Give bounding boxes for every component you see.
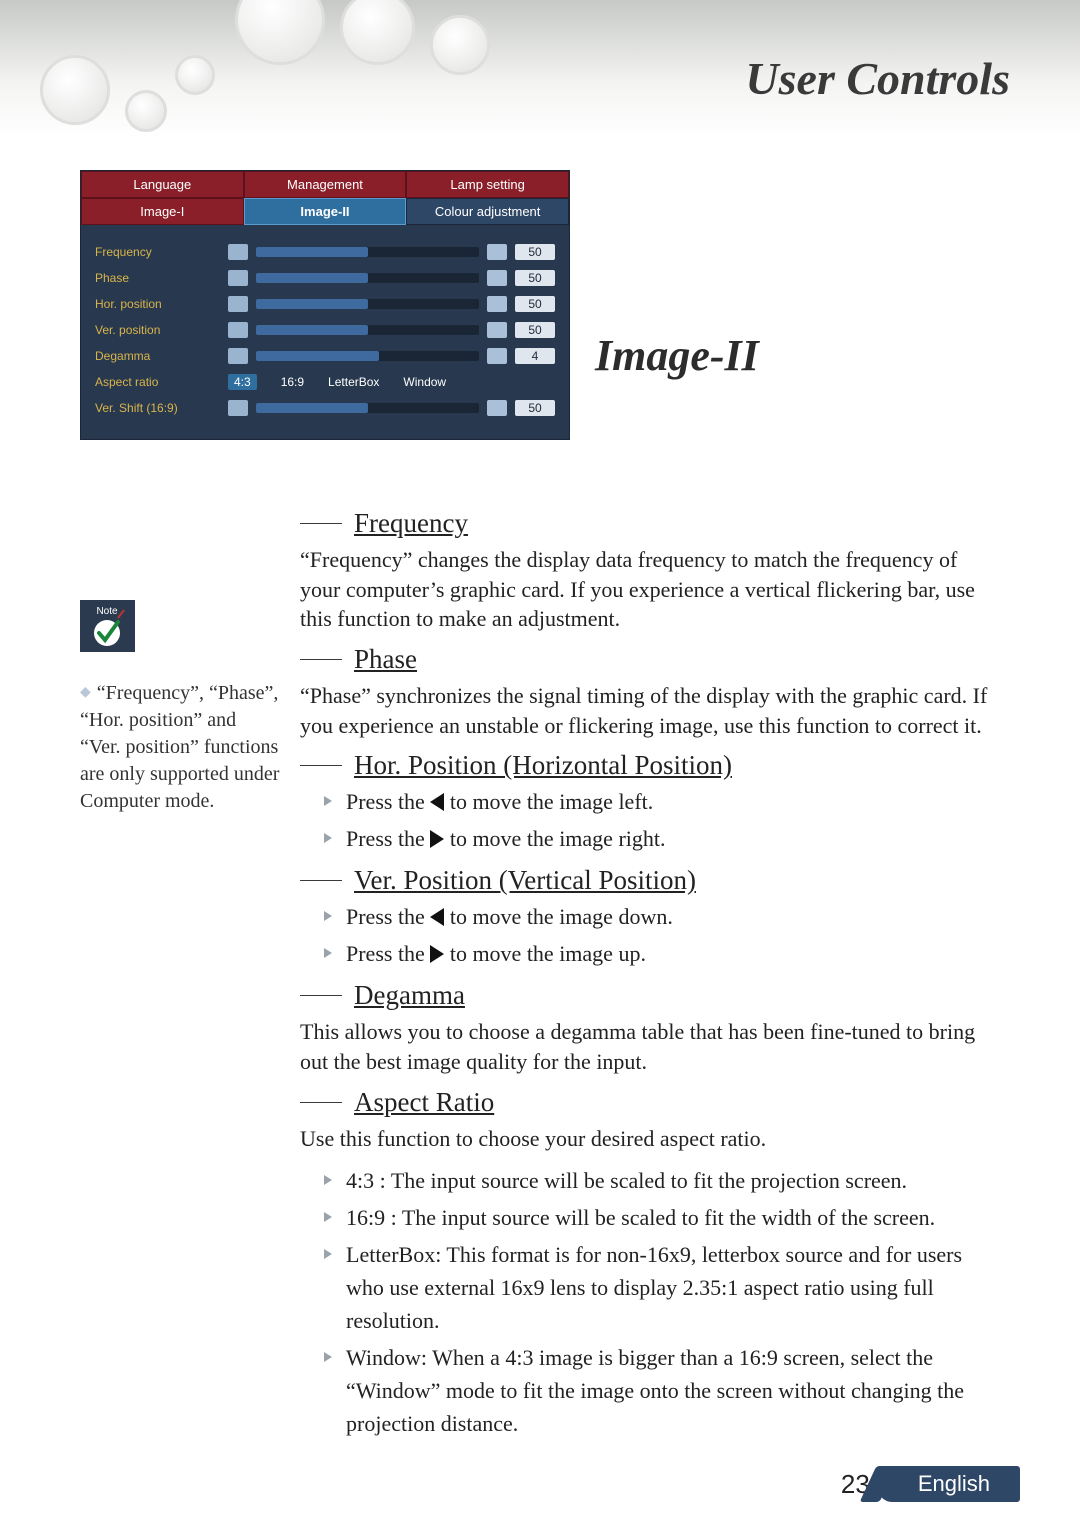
osd-slider[interactable]	[256, 247, 479, 257]
right-arrow-icon	[430, 945, 444, 963]
osd-value: 50	[515, 296, 555, 312]
para-phase: “Phase” synchronizes the signal timing o…	[300, 681, 1000, 740]
osd-label: Phase	[95, 271, 220, 285]
osd-label: Ver. Shift (16:9)	[95, 401, 220, 415]
osd-row: Hor. position 50	[95, 291, 555, 317]
osd-left-icon[interactable]	[228, 400, 248, 416]
osd-aspect-option[interactable]: Window	[403, 375, 446, 389]
tab-image-ii[interactable]: Image-II	[244, 198, 407, 225]
footer: 23 English	[841, 1466, 1020, 1502]
osd-left-icon[interactable]	[228, 322, 248, 338]
osd-panel: Language Management Lamp setting Image-I…	[80, 170, 570, 440]
left-arrow-icon	[430, 793, 444, 811]
page-title: User Controls	[745, 52, 1010, 105]
osd-row: Ver. position 50	[95, 317, 555, 343]
content-column: Frequency “Frequency” changes the displa…	[300, 500, 1000, 1450]
osd-value: 50	[515, 400, 555, 416]
para-aspect: Use this function to choose your desired…	[300, 1124, 1000, 1154]
side-note-text: “Frequency”, “Phase”, “Hor. position” an…	[80, 682, 279, 812]
osd-row: Ver. Shift (16:9) 50	[95, 395, 555, 421]
osd-left-icon[interactable]	[228, 348, 248, 364]
subhead-frequency: Frequency	[354, 508, 468, 539]
para-frequency: “Frequency” changes the display data fre…	[300, 545, 1000, 634]
subhead-hor: Hor. Position (Horizontal Position)	[354, 750, 732, 781]
ver-bullet-down: Press the to move the image down.	[324, 900, 1000, 933]
osd-left-icon[interactable]	[228, 296, 248, 312]
aspect-list-item: 16:9 : The input source will be scaled t…	[324, 1201, 1000, 1234]
osd-right-icon[interactable]	[487, 270, 507, 286]
section-heading: Image-II	[595, 330, 759, 381]
osd-row: Phase 50	[95, 265, 555, 291]
subhead-ver: Ver. Position (Vertical Position)	[354, 865, 696, 896]
osd-value: 4	[515, 348, 555, 364]
header-band: User Controls	[0, 0, 1080, 140]
osd-label: Hor. position	[95, 297, 220, 311]
osd-tabs: Language Management Lamp setting Image-I…	[81, 171, 569, 225]
tab-colour-adjustment[interactable]: Colour adjustment	[406, 198, 569, 225]
tab-management[interactable]: Management	[244, 171, 407, 198]
osd-label: Frequency	[95, 245, 220, 259]
right-arrow-icon	[430, 830, 444, 848]
diamond-bullet-icon: ◆	[80, 684, 91, 703]
osd-slider[interactable]	[256, 299, 479, 309]
tab-language[interactable]: Language	[81, 171, 244, 198]
osd-value: 50	[515, 322, 555, 338]
osd-right-icon[interactable]	[487, 348, 507, 364]
hor-bullet-right: Press the to move the image right.	[324, 822, 1000, 855]
tab-image-i[interactable]: Image-I	[81, 198, 244, 225]
osd-value: 50	[515, 270, 555, 286]
osd-row-aspect: Aspect ratio 4:3 16:9 LetterBox Window	[95, 369, 555, 395]
note-badge: Note	[80, 600, 135, 652]
note-badge-label: Note	[96, 606, 118, 617]
osd-aspect-option[interactable]: LetterBox	[328, 375, 379, 389]
aspect-list-item: Window: When a 4:3 image is bigger than …	[324, 1341, 1000, 1440]
osd-right-icon[interactable]	[487, 244, 507, 260]
osd-row: Degamma 4	[95, 343, 555, 369]
osd-label: Ver. position	[95, 323, 220, 337]
osd-aspect-option[interactable]: 16:9	[281, 375, 304, 389]
osd-value: 50	[515, 244, 555, 260]
subhead-phase: Phase	[354, 644, 417, 675]
subhead-degamma: Degamma	[354, 980, 465, 1011]
osd-slider[interactable]	[256, 273, 479, 283]
osd-left-icon[interactable]	[228, 270, 248, 286]
aspect-list-item: LetterBox: This format is for non-16x9, …	[324, 1238, 1000, 1337]
osd-label: Degamma	[95, 349, 220, 363]
osd-left-icon[interactable]	[228, 244, 248, 260]
osd-label: Aspect ratio	[95, 375, 220, 389]
osd-right-icon[interactable]	[487, 400, 507, 416]
osd-row: Frequency 50	[95, 239, 555, 265]
osd-slider[interactable]	[256, 325, 479, 335]
hor-bullet-left: Press the to move the image left.	[324, 785, 1000, 818]
osd-right-icon[interactable]	[487, 322, 507, 338]
subhead-aspect: Aspect Ratio	[354, 1087, 494, 1118]
side-note: ◆ “Frequency”, “Phase”, “Hor. position” …	[80, 680, 280, 815]
para-degamma: This allows you to choose a degamma tabl…	[300, 1017, 1000, 1076]
language-tab: English	[878, 1466, 1020, 1502]
ver-bullet-up: Press the to move the image up.	[324, 937, 1000, 970]
osd-slider[interactable]	[256, 403, 479, 413]
osd-slider[interactable]	[256, 351, 479, 361]
tab-lampsetting[interactable]: Lamp setting	[406, 171, 569, 198]
aspect-list-item: 4:3 : The input source will be scaled to…	[324, 1164, 1000, 1197]
left-arrow-icon	[430, 908, 444, 926]
osd-aspect-option[interactable]: 4:3	[228, 374, 257, 390]
osd-right-icon[interactable]	[487, 296, 507, 312]
